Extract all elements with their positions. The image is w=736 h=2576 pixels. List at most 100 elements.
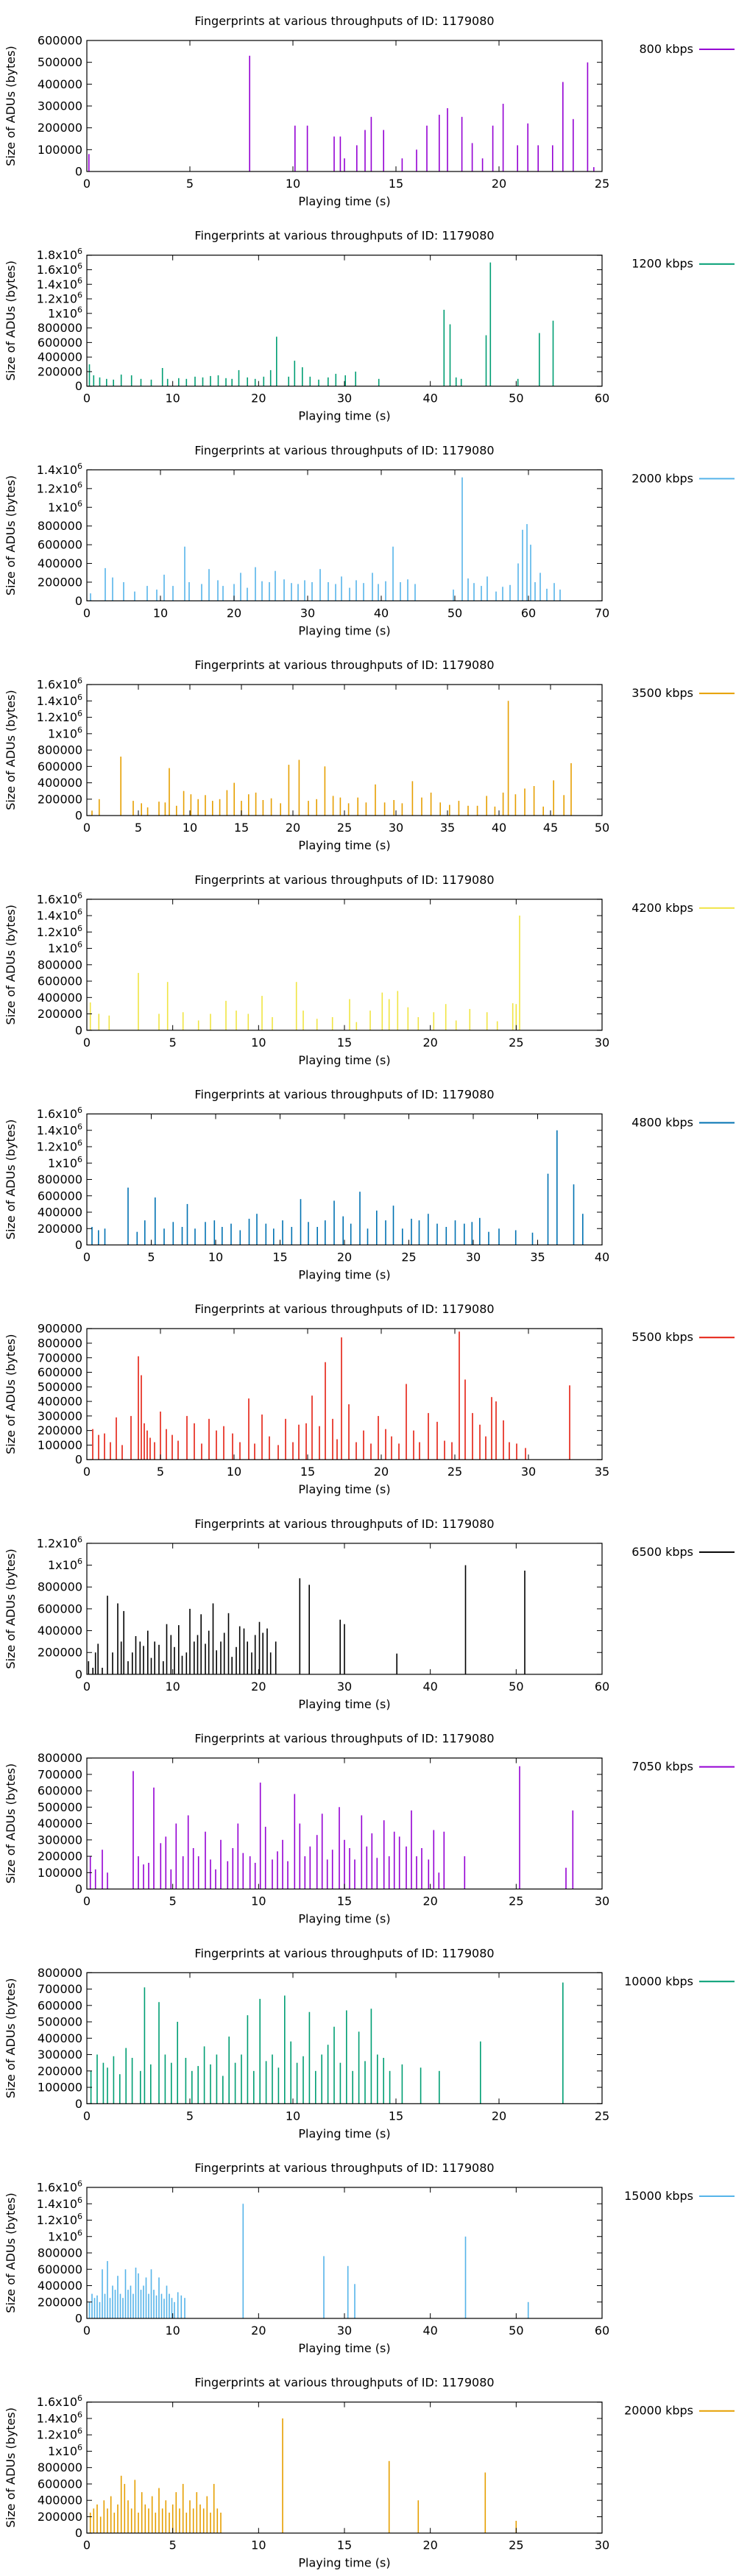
x-tick-label: 45	[543, 821, 558, 835]
y-tick-label: 1.2x106	[37, 2212, 82, 2227]
y-tick-label: 400000	[38, 77, 82, 91]
chart-title: Fingerprints at various throughputs of I…	[194, 1302, 494, 1316]
chart-title: Fingerprints at various throughputs of I…	[194, 2376, 494, 2390]
y-tick-label: 600000	[38, 760, 82, 774]
y-tick-label: 200000	[38, 1850, 82, 1864]
y-tick-label: 0	[75, 1238, 82, 1252]
chart-title: Fingerprints at various throughputs of I…	[194, 658, 494, 672]
y-tick-label: 200000	[38, 1007, 82, 1021]
plot-frame	[86, 469, 603, 602]
y-tick-label: 1.4x106	[37, 693, 82, 708]
x-tick-label: 20	[286, 821, 300, 835]
y-tick-label: 1.4x106	[37, 907, 82, 923]
y-tick-label: 500000	[38, 1800, 82, 1814]
y-tick-label: 1.2x106	[37, 2427, 82, 2442]
y-tick-label: 800000	[38, 1966, 82, 1980]
chart-panel: Fingerprints at various throughputs of I…	[4, 443, 735, 637]
x-tick-label: 5	[157, 1465, 164, 1479]
y-tick-label: 400000	[38, 556, 82, 570]
x-axis-label: Playing time (s)	[298, 1053, 390, 1067]
x-tick-label: 20	[422, 2538, 437, 2552]
y-tick-label: 400000	[38, 1395, 82, 1409]
x-tick-label: 25	[337, 821, 352, 835]
x-tick-label: 30	[389, 821, 403, 835]
y-tick-label: 500000	[38, 2015, 82, 2029]
x-tick-label: 25	[509, 1894, 523, 1908]
x-tick-label: 20	[422, 1036, 437, 1050]
y-axis-label: Size of ADUs (bytes)	[4, 2407, 18, 2527]
x-tick-label: 0	[83, 177, 91, 191]
y-tick-label: 200000	[38, 2510, 82, 2524]
legend-label: 15000 kbps	[624, 2189, 693, 2203]
y-tick-label: 100000	[38, 1866, 82, 1880]
x-tick-label: 15	[272, 1250, 287, 1264]
y-tick-label: 600000	[38, 336, 82, 350]
x-tick-label: 35	[595, 1465, 609, 1479]
y-tick-label: 200000	[38, 575, 82, 589]
y-tick-label: 600000	[38, 538, 82, 552]
y-tick-label: 600000	[38, 34, 82, 48]
x-tick-label: 25	[509, 2538, 523, 2552]
y-tick-label: 600000	[38, 1998, 82, 2012]
y-tick-label: 400000	[38, 991, 82, 1005]
chart-panel: Fingerprints at various throughputs of I…	[4, 1088, 735, 1282]
x-axis-label: Playing time (s)	[298, 838, 390, 852]
y-tick-label: 800000	[38, 1336, 82, 1350]
x-tick-label: 0	[83, 1036, 91, 1050]
x-tick-label: 10	[251, 1894, 266, 1908]
x-tick-label: 10	[208, 1250, 223, 1264]
y-tick-label: 400000	[38, 2031, 82, 2045]
legend-label: 4200 kbps	[631, 901, 693, 915]
y-tick-label: 700000	[38, 1767, 82, 1781]
y-tick-label: 0	[75, 1667, 82, 1681]
legend-label: 6500 kbps	[631, 1545, 693, 1559]
y-tick-label: 700000	[38, 1982, 82, 1996]
x-tick-label: 40	[492, 821, 506, 835]
x-tick-label: 15	[234, 821, 249, 835]
y-tick-label: 300000	[38, 99, 82, 113]
y-tick-label: 1.2x106	[37, 1535, 82, 1550]
y-axis-label: Size of ADUs (bytes)	[4, 905, 18, 1025]
y-tick-label: 800000	[38, 2460, 82, 2474]
y-tick-label: 900000	[38, 1322, 82, 1336]
y-axis-label: Size of ADUs (bytes)	[4, 475, 18, 595]
y-tick-label: 1.6x106	[37, 2393, 82, 2409]
y-tick-label: 400000	[38, 2494, 82, 2508]
legend-label: 5500 kbps	[631, 1330, 693, 1344]
y-tick-label: 0	[75, 2312, 82, 2326]
x-tick-label: 0	[83, 2324, 91, 2338]
x-tick-label: 10	[251, 2538, 266, 2552]
x-tick-label: 10	[165, 2324, 180, 2338]
x-tick-label: 30	[300, 606, 315, 620]
y-tick-label: 0	[75, 1023, 82, 1037]
x-tick-label: 40	[595, 1250, 609, 1264]
y-tick-label: 0	[75, 165, 82, 179]
y-tick-label: 300000	[38, 1409, 82, 1423]
y-tick-label: 1.2x106	[37, 1139, 82, 1154]
x-axis-label: Playing time (s)	[298, 623, 390, 637]
chart-panel: Fingerprints at various throughputs of I…	[4, 2376, 735, 2570]
y-tick-label: 600000	[38, 974, 82, 988]
x-tick-label: 0	[83, 1465, 91, 1479]
x-tick-label: 0	[83, 821, 91, 835]
y-tick-label: 600000	[38, 1365, 82, 1379]
x-tick-label: 15	[337, 1894, 352, 1908]
y-tick-label: 1.6x106	[37, 676, 82, 692]
y-tick-label: 200000	[38, 2064, 82, 2078]
x-tick-label: 50	[509, 392, 523, 406]
chart-panel: Fingerprints at various throughputs of I…	[4, 1517, 735, 1711]
y-tick-label: 1.4x106	[37, 276, 82, 291]
x-tick-label: 0	[83, 392, 91, 406]
x-tick-label: 10	[165, 392, 180, 406]
y-tick-label: 100000	[38, 1438, 82, 1452]
x-tick-label: 10	[165, 1680, 180, 1694]
x-tick-label: 60	[595, 1680, 609, 1694]
x-axis-label: Playing time (s)	[298, 409, 390, 423]
x-tick-label: 15	[389, 177, 403, 191]
y-tick-label: 1.4x106	[37, 461, 82, 477]
y-tick-label: 200000	[38, 1646, 82, 1660]
legend-label: 20000 kbps	[624, 2404, 693, 2418]
chart-panel: Fingerprints at various throughputs of I…	[4, 658, 735, 852]
x-tick-label: 60	[595, 2324, 609, 2338]
chart-panel: Fingerprints at various throughputs of I…	[4, 1946, 735, 2140]
